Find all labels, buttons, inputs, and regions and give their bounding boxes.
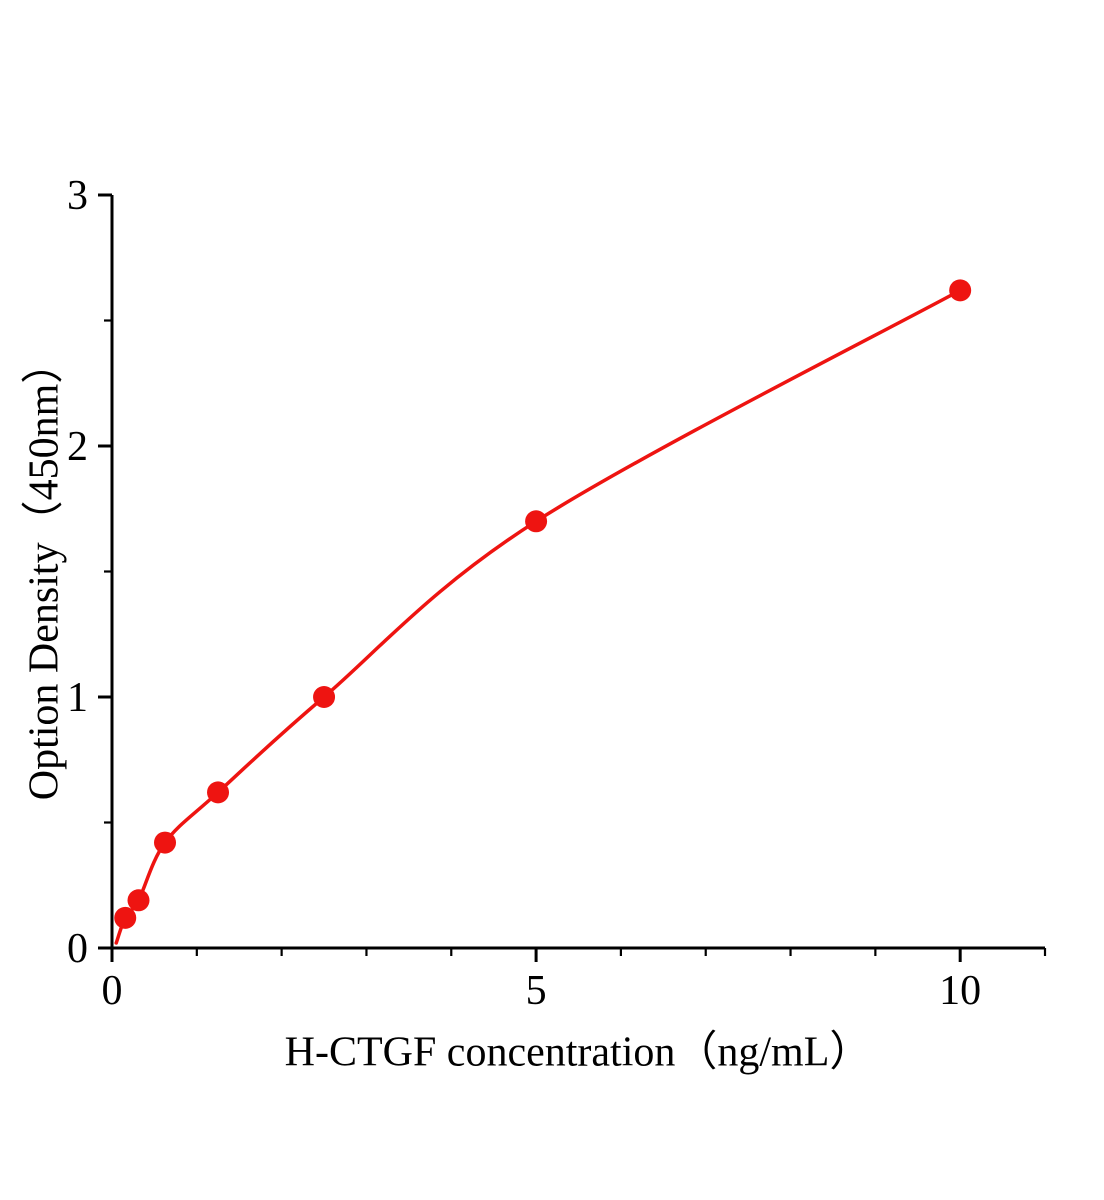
- y-tick-label: 0: [67, 926, 88, 972]
- data-point: [114, 906, 137, 929]
- y-tick-label: 1: [67, 675, 88, 721]
- data-point: [154, 831, 177, 854]
- data-point: [127, 889, 150, 912]
- x-tick-label: 0: [102, 968, 123, 1014]
- x-axis-title: H-CTGF concentration（ng/mL）: [284, 1029, 872, 1076]
- data-point: [525, 510, 548, 533]
- x-tick-label: 10: [939, 968, 981, 1014]
- data-point: [207, 781, 230, 804]
- y-tick-label: 2: [67, 424, 88, 470]
- fit-curve: [114, 288, 962, 945]
- y-axis-title: Option Density（450nm）: [21, 341, 68, 801]
- y-tick-label: 3: [67, 173, 88, 219]
- x-tick-label: 5: [526, 968, 547, 1014]
- data-point: [313, 686, 336, 708]
- data-point: [949, 279, 972, 302]
